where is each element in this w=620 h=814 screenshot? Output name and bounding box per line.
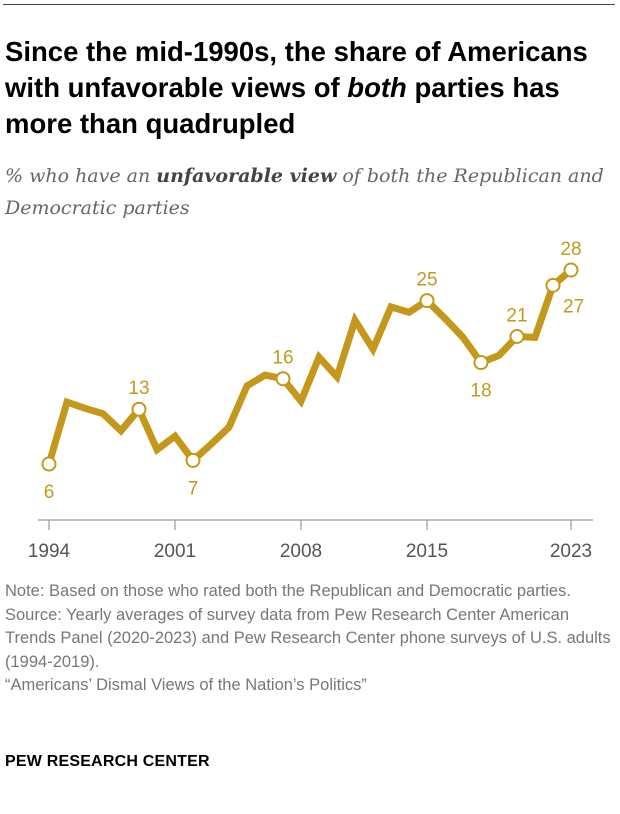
data-point-marker: [275, 371, 291, 387]
series-line: [45, 266, 575, 468]
report-title: “Americans’ Dismal Views of the Nation’s…: [5, 676, 367, 694]
data-label: 16: [272, 348, 293, 369]
data-point-marker: [185, 452, 201, 468]
title-text: Since the mid-1990s, the share of Americ…: [5, 36, 588, 103]
data-label: 7: [188, 478, 199, 499]
data-label: 13: [128, 378, 149, 399]
subtitle-text-end: of both the Republican and Democratic pa…: [5, 165, 604, 219]
subtitle-text: % who have an: [5, 165, 157, 187]
x-tick-label: 2001: [154, 541, 196, 562]
source-text: Source: Yearly averages of survey data f…: [5, 605, 611, 671]
data-label: 27: [563, 296, 584, 317]
chart-subtitle: % who have an unfavorable view of both t…: [5, 160, 615, 224]
title-emphasis: both: [347, 72, 407, 103]
x-tick-label: 2015: [406, 541, 448, 562]
data-label: 28: [560, 239, 581, 260]
data-point-marker: [41, 456, 57, 472]
data-point-marker: [563, 262, 579, 278]
notes: Note: Based on those who rated both the …: [5, 580, 615, 698]
data-label: 6: [44, 482, 55, 503]
x-tick-label: 2008: [280, 541, 322, 562]
data-label: 18: [470, 381, 491, 402]
top-rule: [3, 4, 615, 5]
title-text-end: parties has more than quadrupled: [5, 72, 560, 139]
data-label: 25: [416, 270, 437, 291]
note-text: Note: Based on those who rated both the …: [5, 582, 571, 600]
subtitle-emphasis: unfavorable view: [156, 165, 337, 187]
data-point-marker: [131, 401, 147, 417]
data-point-marker: [419, 293, 435, 309]
x-tick-label: 1994: [28, 541, 71, 562]
data-point-marker: [509, 329, 525, 345]
data-point-marker: [545, 277, 561, 293]
x-tick-label: 2023: [550, 541, 592, 562]
data-label: 21: [506, 306, 527, 327]
brand-logo: PEW RESEARCH CENTER: [5, 753, 210, 770]
data-point-marker: [473, 355, 489, 371]
chart-title: Since the mid-1990s, the share of Americ…: [5, 34, 615, 142]
